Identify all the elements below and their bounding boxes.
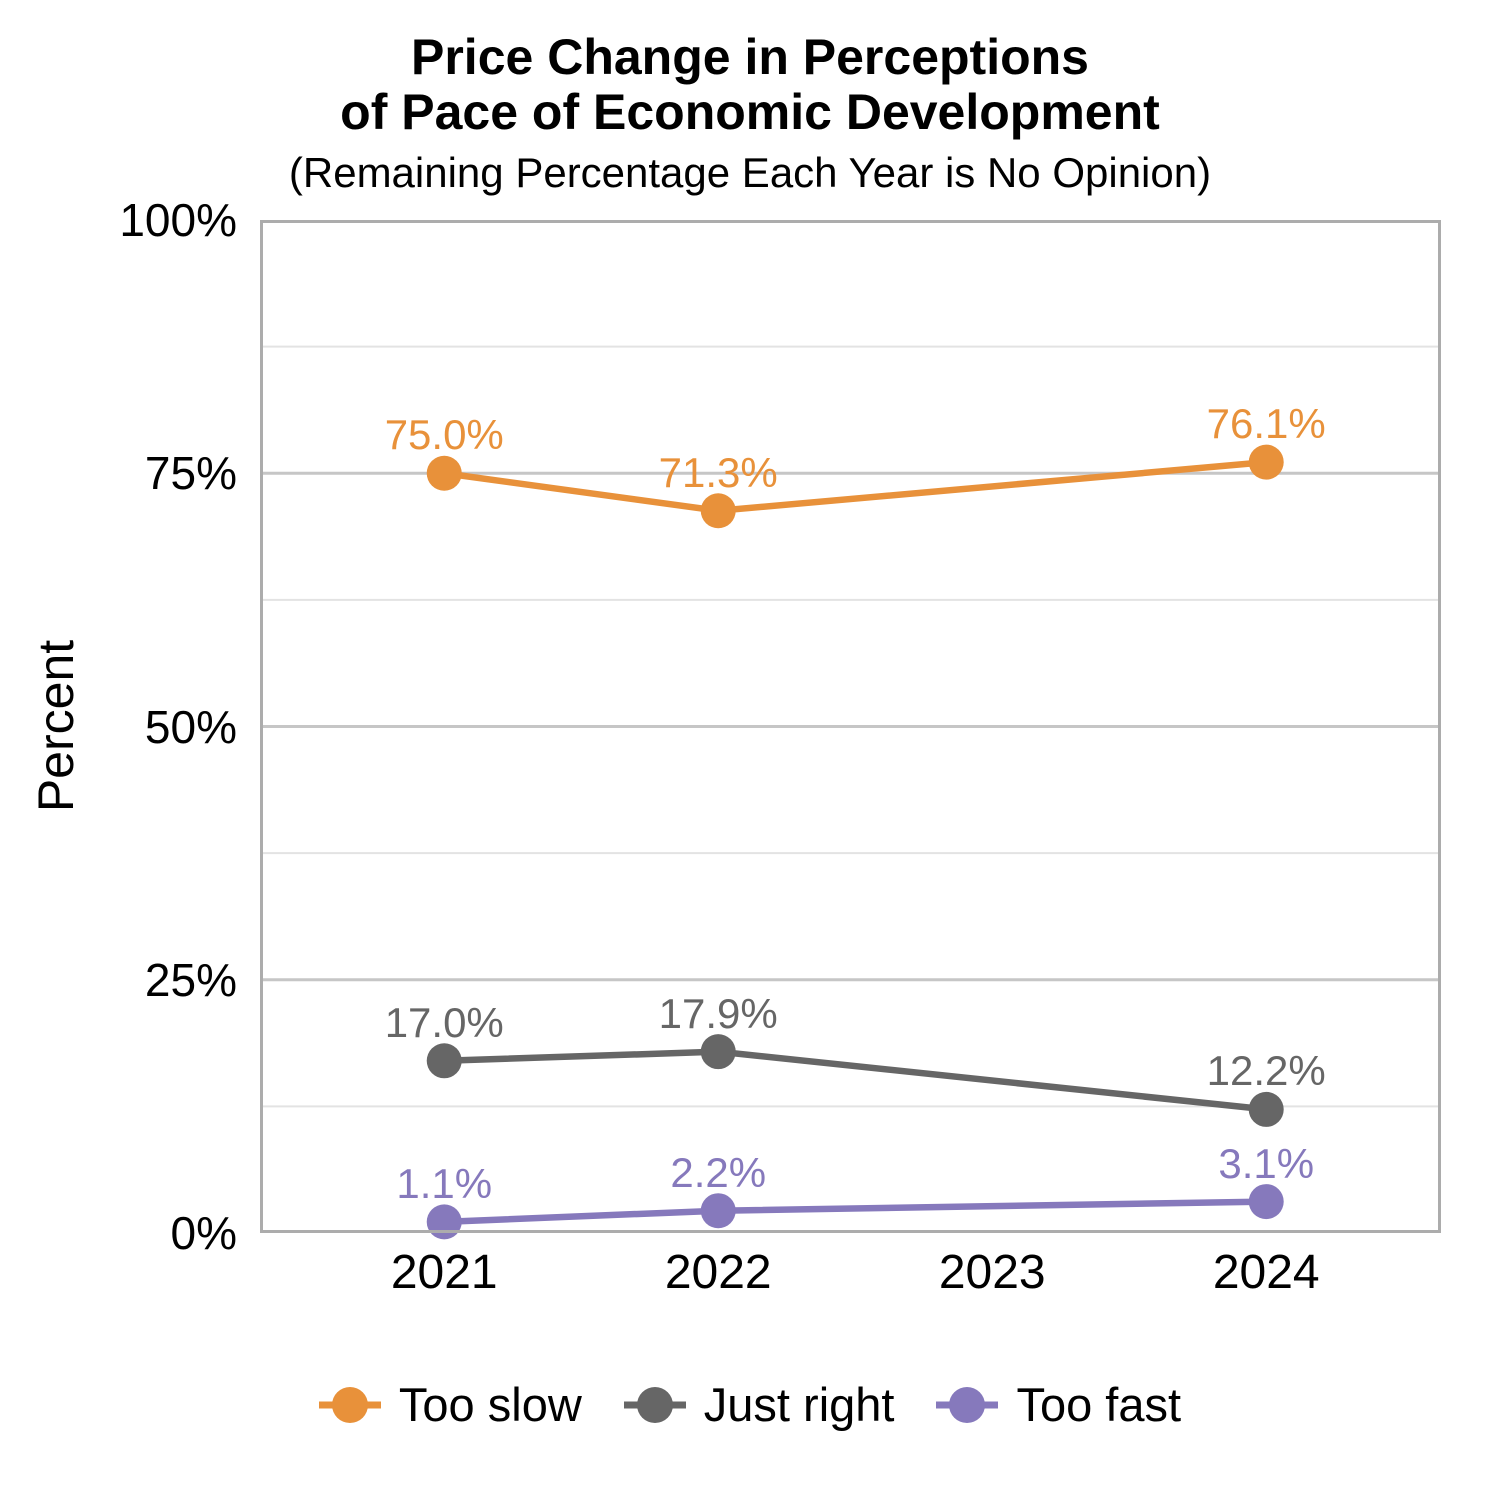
data-point-too-fast bbox=[1248, 1184, 1284, 1220]
legend-item-just-right: Just right bbox=[623, 1377, 895, 1432]
data-point-label: 1.1% bbox=[396, 1159, 493, 1207]
data-point-label: 3.1% bbox=[1218, 1139, 1315, 1187]
x-axis-tick-label: 2022 bbox=[664, 1246, 772, 1299]
data-point-label: 2.2% bbox=[670, 1148, 767, 1196]
legend: Too slow Just right Too fast bbox=[0, 1377, 1500, 1432]
data-point-too-slow bbox=[1248, 444, 1284, 480]
y-axis-tick-label: 75% bbox=[144, 447, 237, 500]
series-line-too-fast bbox=[444, 1198, 1267, 1226]
series-line-too-slow bbox=[443, 458, 1267, 515]
data-point-just-right bbox=[426, 1043, 462, 1079]
data-point-just-right bbox=[700, 1034, 736, 1070]
legend-label: Just right bbox=[703, 1378, 895, 1431]
data-point-too-fast bbox=[700, 1193, 736, 1229]
legend-item-too-slow: Too slow bbox=[318, 1377, 582, 1432]
x-axis-tick-label: 2021 bbox=[390, 1246, 498, 1299]
x-axis-tick-label: 2023 bbox=[938, 1246, 1046, 1299]
chart-title-line-2: of Pace of Economic Development bbox=[340, 84, 1160, 140]
data-point-label: 75.0% bbox=[384, 411, 504, 459]
y-axis-tick-label: 0% bbox=[170, 1207, 237, 1259]
plot-area: 75.0% 71.3% 76.1% 17.0% 17.9% 12.2% 1.1% 2.2% 3.… bbox=[260, 220, 1441, 1240]
data-point-label: 17.0% bbox=[384, 998, 504, 1046]
plot-svg bbox=[260, 220, 1441, 1240]
legend-label: Too slow bbox=[398, 1378, 582, 1431]
y-axis-tick-label: 50% bbox=[144, 700, 237, 753]
legend-item-too-fast: Too fast bbox=[936, 1377, 1181, 1432]
chart-subtitle: (Remaining Percentage Each Year is No Op… bbox=[288, 149, 1212, 196]
data-point-too-slow bbox=[426, 455, 462, 491]
panel-border bbox=[260, 220, 1441, 1233]
legend-point-line-icon bbox=[623, 1381, 686, 1429]
data-point-label: 76.1% bbox=[1206, 400, 1326, 448]
data-point-too-slow bbox=[700, 493, 736, 529]
legend-label: Too fast bbox=[1016, 1378, 1182, 1431]
data-point-just-right bbox=[1248, 1091, 1284, 1127]
series-line-just-right bbox=[444, 1048, 1267, 1113]
data-point-label: 17.9% bbox=[658, 989, 778, 1037]
legend-point-line-icon bbox=[936, 1381, 999, 1429]
data-point-label: 71.3% bbox=[658, 448, 778, 496]
y-axis-tick-label: 100% bbox=[119, 194, 237, 246]
data-point-label: 12.2% bbox=[1206, 1047, 1326, 1095]
chart-title-line-1: Price Change in Perceptions bbox=[411, 29, 1089, 85]
legend-point-line-icon bbox=[318, 1381, 381, 1429]
x-axis-tick-label: 2024 bbox=[1212, 1246, 1320, 1299]
chart-title: Price Change in Perceptions of Pace of E… bbox=[0, 30, 1500, 140]
y-axis-tick-label: 25% bbox=[144, 953, 237, 1006]
data-point-too-fast bbox=[426, 1204, 462, 1240]
